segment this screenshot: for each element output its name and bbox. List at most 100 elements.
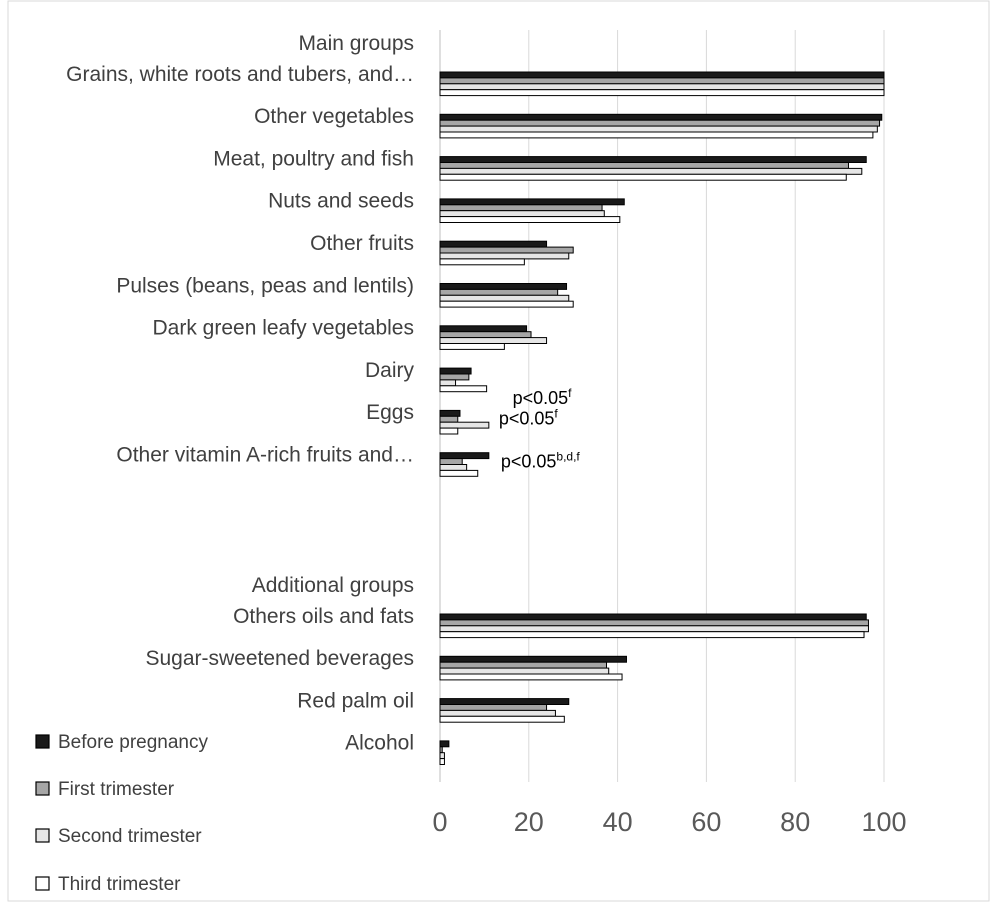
bar-third-trimester [439, 469, 479, 477]
x-axis-tick-labels: 0 20 40 60 80 100 [432, 807, 906, 837]
bar-before-pregnancy [439, 198, 625, 206]
annotation-superscript: b,d,f [556, 450, 580, 464]
bar-third-trimester [439, 715, 565, 723]
legend-swatch [35, 828, 50, 843]
x-tick-label-0: 0 [432, 807, 447, 837]
bar-second-trimester [439, 464, 468, 471]
category-label: Grains, white roots and tubers, and… [66, 63, 414, 86]
bar-second-trimester [439, 709, 556, 717]
x-tick-label-60: 60 [691, 807, 721, 837]
category-labels: Main groups Grains, white roots and tuber… [66, 32, 414, 755]
legend-label: Before pregnancy [58, 732, 208, 753]
annotation-superscript: f [568, 386, 572, 400]
bar-before-pregnancy [439, 409, 461, 417]
category-label: Red palm oil [297, 689, 414, 712]
category-label: Other vegetables [254, 105, 414, 128]
annotation-text: p<0.05 [501, 452, 557, 472]
bar-second-trimester [439, 379, 457, 387]
bar-first-trimester [439, 661, 607, 669]
group-heading: Main groups [298, 32, 414, 55]
annotation-label: p<0.05b,d,f [501, 450, 581, 472]
legend-label: Third trimester [58, 874, 181, 895]
bar-third-trimester [439, 343, 505, 350]
bar-first-trimester [439, 373, 470, 381]
annotation-text: p<0.05 [513, 388, 569, 408]
bar-second-trimester [439, 667, 610, 675]
bar-first-trimester [439, 246, 574, 254]
bar-third-trimester [439, 758, 445, 765]
bar-second-trimester [439, 752, 445, 760]
bar-before-pregnancy [439, 698, 570, 705]
bar-third-trimester [439, 673, 623, 681]
bar-second-trimester [439, 421, 490, 429]
annotation-label: p<0.05f [513, 386, 573, 408]
bar-before-pregnancy [439, 283, 568, 290]
x-tick-label-100: 100 [861, 807, 906, 837]
legend-swatch [35, 876, 50, 891]
category-label: Other vitamin A-rich fruits and… [116, 444, 414, 467]
legend: Before pregnancy First trimester Second tr… [35, 732, 208, 895]
bar-first-trimester [439, 415, 459, 423]
annotation-text: p<0.05 [499, 408, 555, 428]
bar-area [439, 71, 885, 765]
group-heading: Additional groups [252, 574, 414, 597]
bar-second-trimester [439, 294, 570, 302]
legend-item-second-trimester: Second trimester [35, 826, 202, 847]
legend-label: Second trimester [58, 826, 202, 847]
bar-before-pregnancy [439, 325, 528, 333]
legend-swatch [35, 734, 50, 749]
bar-first-trimester [439, 619, 869, 627]
category-label: Meat, poultry and fish [213, 147, 414, 170]
x-tick-label-40: 40 [603, 807, 633, 837]
category-label: Pulses (beans, peas and lentils) [116, 274, 414, 297]
bar-second-trimester [439, 337, 548, 345]
bar-first-trimester [439, 746, 443, 754]
category-label: Eggs [366, 401, 414, 424]
bar-third-trimester [439, 258, 525, 266]
bar-before-pregnancy [439, 367, 472, 375]
bar-third-trimester [439, 216, 621, 224]
bar-first-trimester [439, 204, 603, 212]
bar-second-trimester [439, 625, 869, 633]
bar-before-pregnancy [439, 113, 883, 121]
bar-second-trimester [439, 83, 885, 91]
x-tick-label-20: 20 [514, 807, 544, 837]
legend-item-before-pregnancy: Before pregnancy [35, 732, 208, 753]
bar-third-trimester [439, 89, 885, 97]
bar-second-trimester [439, 210, 605, 218]
legend-label: First trimester [58, 779, 175, 800]
bar-before-pregnancy [439, 452, 490, 460]
bar-before-pregnancy [439, 156, 867, 164]
bar-third-trimester [439, 173, 847, 181]
bar-before-pregnancy [439, 240, 548, 248]
annotation-label: p<0.05f [499, 406, 559, 428]
bar-third-trimester [439, 385, 488, 393]
bar-first-trimester [439, 458, 463, 466]
bar-third-trimester [439, 131, 874, 139]
bar-before-pregnancy [439, 655, 627, 663]
bar-first-trimester [439, 162, 849, 169]
category-label: Other fruits [310, 232, 414, 255]
bar-before-pregnancy [439, 613, 867, 621]
bar-second-trimester [439, 167, 863, 175]
legend-item-third-trimester: Third trimester [35, 874, 181, 895]
bar-first-trimester [439, 331, 532, 339]
bar-third-trimester [439, 300, 574, 308]
legend-item-first-trimester: First trimester [35, 779, 175, 800]
bar-second-trimester [439, 252, 570, 260]
bar-third-trimester [439, 427, 459, 435]
annotation-superscript: f [554, 406, 558, 420]
x-tick-label-80: 80 [780, 807, 810, 837]
chart-frame [7, 0, 990, 902]
bar-first-trimester [439, 119, 881, 127]
bar-first-trimester [439, 704, 548, 711]
bar-first-trimester [439, 77, 885, 85]
category-label: Dairy [365, 359, 415, 382]
category-label: Sugar-sweetened beverages [145, 647, 414, 670]
category-label: Nuts and seeds [268, 190, 414, 213]
category-label: Alcohol [345, 732, 414, 755]
bar-first-trimester [439, 288, 559, 296]
bar-before-pregnancy [439, 71, 885, 79]
